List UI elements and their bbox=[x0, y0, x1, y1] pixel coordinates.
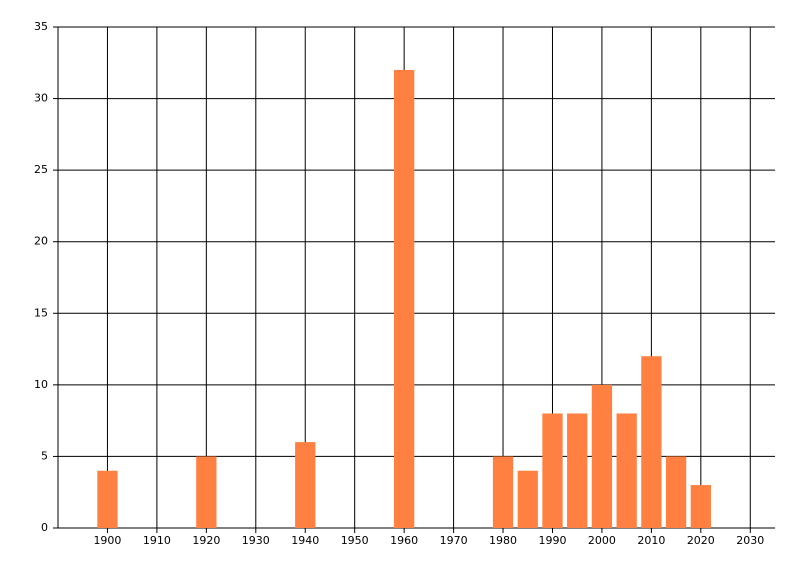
bar bbox=[641, 356, 662, 528]
x-tick-label: 2010 bbox=[637, 534, 665, 547]
bar bbox=[591, 384, 613, 528]
x-tick-label: 1990 bbox=[538, 534, 566, 547]
x-tick-label: 2020 bbox=[687, 534, 715, 547]
y-tick-label: 20 bbox=[34, 235, 48, 248]
x-tick-label: 1930 bbox=[242, 534, 270, 547]
x-tick-label: 1920 bbox=[192, 534, 220, 547]
bar bbox=[542, 413, 563, 528]
y-tick-label: 35 bbox=[34, 20, 48, 33]
x-tick-label: 1950 bbox=[341, 534, 369, 547]
y-tick-label: 0 bbox=[41, 521, 48, 534]
bar bbox=[196, 456, 217, 528]
x-tick-label: 1900 bbox=[93, 534, 121, 547]
y-tick-label: 10 bbox=[34, 378, 48, 391]
bar bbox=[97, 470, 118, 528]
y-tick-label: 15 bbox=[34, 306, 48, 319]
bar bbox=[517, 470, 538, 528]
y-tick-label: 30 bbox=[34, 92, 48, 105]
bar bbox=[567, 413, 588, 528]
x-tick-label: 2030 bbox=[736, 534, 764, 547]
bar bbox=[690, 485, 711, 528]
x-tick-label: 1980 bbox=[489, 534, 517, 547]
bar bbox=[394, 69, 415, 528]
bar bbox=[492, 456, 514, 528]
x-tick-label: 1940 bbox=[291, 534, 319, 547]
x-tick-label: 1910 bbox=[143, 534, 171, 547]
bar bbox=[665, 456, 687, 528]
x-tick-label: 1970 bbox=[440, 534, 468, 547]
x-tick-label: 2000 bbox=[588, 534, 616, 547]
x-tick-label: 1960 bbox=[390, 534, 418, 547]
bar bbox=[616, 413, 637, 528]
bar bbox=[295, 442, 316, 528]
y-tick-label: 25 bbox=[34, 163, 48, 176]
y-tick-label: 5 bbox=[41, 449, 48, 462]
